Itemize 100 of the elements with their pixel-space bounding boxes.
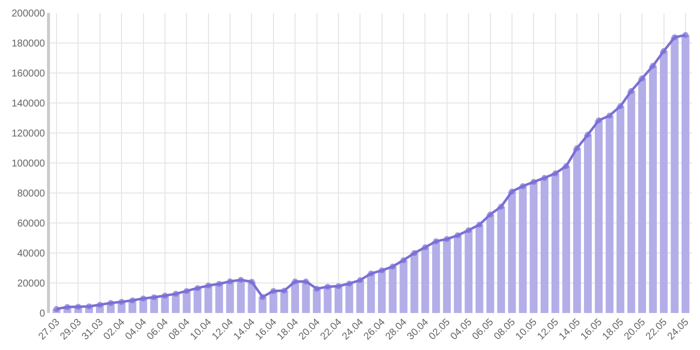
point [216, 280, 222, 287]
point [205, 282, 212, 289]
bar [302, 282, 310, 313]
point [162, 292, 168, 299]
point [75, 304, 82, 310]
bar [421, 247, 430, 313]
point [552, 170, 558, 176]
point [270, 288, 276, 294]
point [378, 267, 385, 274]
point [411, 250, 418, 256]
point [54, 306, 60, 312]
y-tick-label: 60000 [17, 218, 46, 230]
point [260, 294, 266, 300]
point [140, 295, 146, 302]
y-tick-label: 80000 [17, 188, 46, 200]
point [476, 222, 482, 228]
point [660, 48, 667, 54]
bar [236, 280, 245, 313]
point [335, 283, 342, 290]
y-tick-label: 100000 [12, 158, 46, 170]
bar [476, 224, 484, 313]
point [498, 204, 504, 210]
bar [518, 186, 527, 313]
y-tick-label: 180000 [12, 38, 46, 50]
point [422, 244, 428, 250]
point [400, 257, 407, 264]
point [390, 264, 396, 270]
bar [551, 173, 560, 313]
bar [410, 253, 418, 313]
point [650, 62, 656, 69]
point [227, 278, 234, 284]
point [368, 270, 374, 277]
point [129, 297, 136, 304]
bar [562, 166, 570, 313]
point [508, 188, 515, 194]
point [596, 117, 602, 124]
point [118, 298, 125, 305]
bar [616, 106, 624, 313]
bar [464, 230, 473, 313]
y-tick-label: 20000 [17, 278, 46, 290]
point [108, 300, 114, 306]
point [238, 276, 244, 283]
point [86, 303, 92, 310]
point [151, 294, 158, 300]
point [606, 112, 613, 119]
bar [638, 78, 646, 313]
point [520, 183, 526, 190]
point [314, 286, 320, 292]
point [433, 238, 440, 244]
bar [324, 286, 332, 313]
y-tick-label: 140000 [12, 98, 46, 110]
point [444, 236, 450, 242]
bar [400, 260, 408, 313]
point [617, 103, 624, 110]
point [172, 290, 179, 297]
bar [378, 270, 386, 313]
bar [573, 148, 581, 313]
y-tick-label: 40000 [17, 248, 46, 260]
point [194, 285, 200, 292]
point [628, 88, 634, 94]
point [574, 145, 580, 152]
point [542, 174, 548, 181]
point [672, 34, 678, 40]
bar [497, 206, 506, 313]
point [487, 211, 494, 218]
bar [540, 178, 548, 313]
point [584, 132, 591, 138]
point [639, 75, 646, 82]
y-tick-label: 200000 [12, 8, 46, 20]
bar [443, 239, 451, 313]
point [302, 278, 309, 284]
bar [356, 280, 364, 313]
bar [454, 235, 462, 313]
bar [649, 66, 657, 313]
bar [194, 288, 202, 313]
bar [508, 192, 516, 313]
point [466, 227, 472, 234]
point [248, 278, 255, 285]
y-tick-label: 120000 [12, 128, 46, 140]
bar [486, 214, 494, 313]
point [324, 284, 331, 290]
bar [388, 266, 397, 313]
point [292, 278, 298, 284]
bar [432, 241, 440, 313]
y-tick-label: 160000 [12, 68, 46, 80]
bar [670, 37, 679, 313]
point [682, 32, 688, 38]
bar [606, 116, 614, 313]
bar [367, 274, 375, 313]
bar [584, 134, 592, 313]
point [357, 277, 364, 284]
point [281, 288, 288, 294]
bar [291, 282, 299, 313]
point [454, 232, 461, 238]
y-tick-label: 0 [39, 308, 46, 320]
point [64, 304, 70, 310]
bar [682, 35, 690, 313]
bar [226, 281, 234, 313]
bar [627, 91, 636, 313]
point [96, 302, 103, 308]
